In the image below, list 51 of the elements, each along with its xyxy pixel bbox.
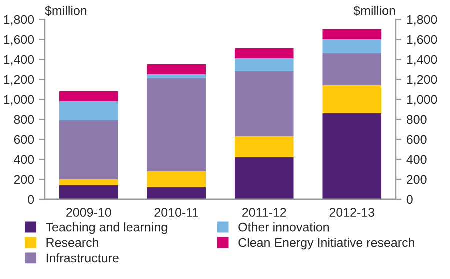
y2-tick-label: 1,200	[407, 75, 438, 86]
y-tick-label: 800	[14, 115, 34, 124]
bar	[234, 136, 294, 158]
bar	[59, 185, 118, 200]
y2-tick-label: 800	[406, 115, 427, 124]
bar	[59, 179, 118, 186]
y-tick-label: 1,800	[4, 15, 34, 26]
y2-tick-label: 600	[407, 135, 427, 144]
y-axis-title: $million	[45, 6, 87, 16]
bar	[322, 30, 382, 40]
bar	[322, 86, 382, 114]
y2-tick-label: 1,000	[407, 95, 438, 106]
bar	[59, 120, 118, 180]
legend-label: Teaching and learning	[46, 222, 168, 234]
x-tick-label: 2010-11	[154, 208, 198, 217]
y-tick-label: 1,600	[4, 35, 34, 46]
legend-label: Other innovation	[238, 222, 329, 232]
y2-tick-label: 1,800	[407, 15, 438, 26]
bar	[147, 171, 206, 188]
x-tick-label: 2009-10	[66, 208, 112, 217]
bar	[322, 114, 382, 200]
y-tick-label: 0	[28, 195, 34, 204]
y2-axis-title: $million	[354, 6, 396, 16]
bar	[234, 72, 294, 136]
y2-tick-label: 200	[407, 175, 427, 184]
y-tick-label: 1,200	[4, 75, 34, 86]
bar	[147, 74, 206, 79]
bar	[59, 92, 118, 102]
bar	[234, 157, 294, 200]
y2-tick-label: 400	[406, 155, 427, 164]
legend-label: Clean Energy Initiative research	[238, 238, 414, 250]
bar	[147, 187, 206, 200]
y-tick-label: 1,400	[4, 55, 34, 66]
bar	[59, 102, 118, 121]
x-tick-label: 2011-12	[242, 208, 286, 217]
bar	[322, 54, 382, 86]
legend-label: Infrastructure	[46, 254, 119, 263]
y-tick-label: 1,000	[4, 95, 34, 106]
y2-tick-label: 0	[406, 195, 413, 204]
y-tick-label: 600	[14, 135, 34, 144]
bar	[147, 78, 206, 172]
y-tick-label: 200	[14, 175, 34, 184]
x-tick-label: 2012-13	[330, 208, 375, 217]
bar	[322, 40, 382, 54]
bar	[147, 64, 206, 75]
y-tick-label: 400	[14, 155, 34, 164]
y2-tick-label: 1,400	[407, 55, 438, 66]
legend-label: Research	[46, 238, 98, 248]
bar	[234, 48, 294, 59]
bar	[234, 58, 294, 72]
y2-tick-label: 1,600	[407, 35, 438, 46]
